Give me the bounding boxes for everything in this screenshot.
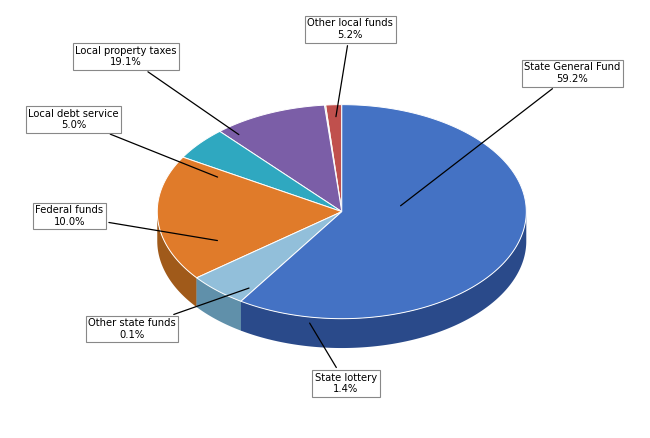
Polygon shape [241, 212, 342, 331]
Polygon shape [241, 212, 342, 331]
Text: Local debt service
5.0%: Local debt service 5.0% [28, 109, 218, 177]
Text: Federal funds
10.0%: Federal funds 10.0% [35, 205, 217, 240]
Polygon shape [197, 212, 342, 301]
Text: Other state funds
0.1%: Other state funds 0.1% [88, 288, 249, 340]
Polygon shape [324, 105, 342, 212]
Polygon shape [157, 211, 197, 307]
Polygon shape [220, 105, 342, 212]
Polygon shape [241, 105, 526, 319]
Polygon shape [157, 157, 342, 278]
Polygon shape [241, 212, 526, 348]
Polygon shape [197, 212, 342, 307]
Text: State lottery
1.4%: State lottery 1.4% [309, 323, 377, 394]
Text: Local property taxes
19.1%: Local property taxes 19.1% [75, 46, 239, 134]
Text: Other local funds
5.2%: Other local funds 5.2% [307, 18, 393, 117]
Text: State General Fund
59.2%: State General Fund 59.2% [400, 63, 621, 206]
Polygon shape [197, 212, 342, 307]
Polygon shape [183, 131, 342, 212]
Polygon shape [197, 278, 241, 331]
Polygon shape [326, 105, 342, 212]
